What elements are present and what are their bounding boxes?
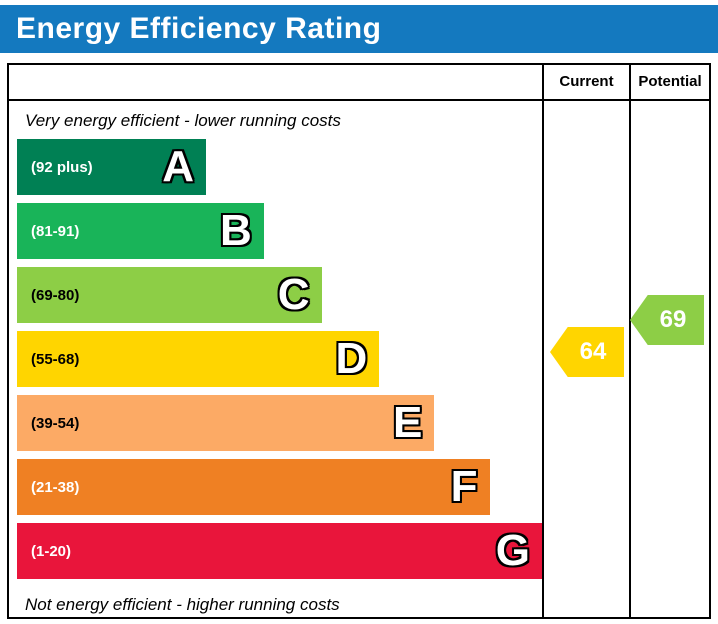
band-f: (21-38) F	[17, 459, 490, 515]
potential-rating-value: 69	[659, 306, 687, 333]
top-note: Very energy efficient - lower running co…	[25, 111, 341, 130]
band-b-letter: B	[219, 206, 252, 255]
chart-body: Very energy efficient - lower running co…	[9, 101, 709, 619]
band-d-range: (55-68)	[31, 350, 80, 368]
band-a-letter: A	[162, 142, 194, 191]
energy-efficiency-chart: Current Potential Very energy efficient …	[7, 63, 711, 619]
column-header-row: Current Potential	[9, 65, 709, 101]
band-b: (81-91) B	[17, 203, 264, 259]
band-d: (55-68) D	[17, 331, 380, 387]
band-f-range: (21-38)	[31, 478, 80, 496]
header-spacer	[9, 65, 542, 99]
page-title: Energy Efficiency Rating	[16, 12, 382, 45]
bottom-note: Not energy efficient - higher running co…	[25, 595, 340, 614]
band-c: (69-80) C	[17, 267, 322, 323]
band-b-range: (81-91)	[31, 222, 80, 240]
potential-column: 69	[629, 101, 709, 619]
potential-rating-arrow: 69	[630, 295, 704, 345]
band-e: (39-54) E	[17, 395, 435, 451]
band-a-range: (92 plus)	[31, 158, 93, 176]
band-e-range: (39-54)	[31, 414, 80, 432]
bands-column: Very energy efficient - lower running co…	[9, 101, 542, 619]
current-rating-arrow: 64	[550, 327, 624, 377]
current-column-header: Current	[542, 65, 629, 99]
current-column: 64	[542, 101, 629, 619]
band-g-range: (1-20)	[31, 542, 72, 560]
band-c-letter: C	[277, 270, 310, 319]
band-d-letter: D	[335, 334, 368, 383]
band-c-range: (69-80)	[31, 286, 80, 304]
potential-column-header: Potential	[629, 65, 709, 99]
current-rating-value: 64	[579, 338, 607, 365]
band-g: (1-20) G	[17, 523, 542, 579]
band-a: (92 plus) A	[17, 139, 206, 195]
band-f-letter: F	[450, 462, 478, 511]
rating-bands: (92 plus) A (81-91) B (69-80) C (55-68) …	[17, 139, 542, 579]
chart-title-bar: Energy Efficiency Rating	[0, 5, 718, 53]
band-g-letter: G	[495, 526, 530, 575]
band-e-letter: E	[393, 398, 423, 447]
